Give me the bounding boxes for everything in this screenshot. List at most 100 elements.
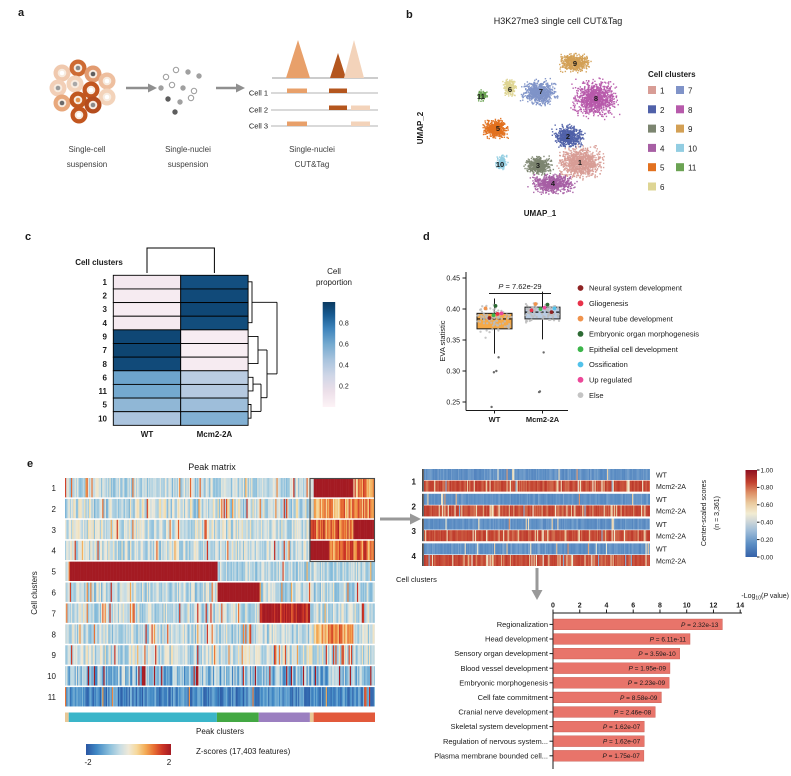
svg-text:3: 3 [52, 526, 57, 535]
svg-text:Blood vessel development: Blood vessel development [460, 664, 548, 673]
svg-text:Gliogenesis: Gliogenesis [589, 299, 628, 308]
umap-title: H3K27me3 single cell CUT&Tag [494, 16, 623, 26]
row-dendrogram [248, 281, 278, 419]
svg-text:4: 4 [412, 552, 417, 561]
svg-text:10: 10 [688, 144, 697, 153]
svg-text:10: 10 [47, 672, 56, 681]
svg-text:Cell 3: Cell 3 [249, 122, 268, 131]
svg-text:0.30: 0.30 [446, 369, 460, 376]
svg-text:6: 6 [660, 183, 665, 192]
svg-text:1: 1 [412, 478, 417, 487]
panel-c-graphics: 1 2 3 4 9 7 8 6 11 5 10 WT Mcm2-2A 0.8 0.6 0.4 0.2 [98, 274, 349, 439]
svg-text:Plasma membrane bounded cell..: Plasma membrane bounded cell... [434, 751, 548, 760]
svg-text:10: 10 [496, 160, 504, 169]
svg-text:3: 3 [103, 305, 108, 314]
panel-a: Cell 1 Cell 2 Cell 3 Single-cell suspension S… [49, 40, 378, 169]
right-cell-clusters-label: Cell clusters [396, 575, 437, 584]
svg-text:Epithelial cell development: Epithelial cell development [589, 345, 679, 354]
peak-clusters-label: Peak clusters [196, 727, 244, 736]
center-scaled-title-line2: (n = 3,361) [714, 496, 721, 530]
svg-text:2: 2 [660, 106, 665, 115]
svg-text:WT: WT [656, 522, 668, 529]
svg-text:0.6: 0.6 [339, 342, 349, 349]
svg-text:6: 6 [103, 373, 108, 382]
svg-text:Regionalization: Regionalization [497, 620, 548, 629]
svg-text:11: 11 [688, 164, 697, 173]
svg-text:0.35: 0.35 [446, 338, 460, 345]
peak-matrix-title: Peak matrix [188, 462, 236, 472]
svg-text:P = 2.23e-09: P = 2.23e-09 [628, 680, 666, 687]
svg-text:P = 8.58e-09: P = 8.58e-09 [620, 695, 658, 702]
svg-text:5: 5 [103, 401, 108, 410]
panel-e-graphics: 12345678910111WTMcm2-2A2WTMcm2-2A3WTMcm2… [47, 467, 774, 755]
panel-b: H3K27me3 single cell CUT&Tag UMAP_1 UMAP… [416, 16, 697, 218]
selection-rect [309, 477, 376, 563]
svg-text:P = 1.75e-07: P = 1.75e-07 [602, 753, 640, 760]
svg-text:Sensory organ development: Sensory organ development [454, 649, 549, 658]
svg-text:Cell 1: Cell 1 [249, 89, 268, 98]
svg-text:Cell 2: Cell 2 [249, 106, 268, 115]
svg-text:Regulation of nervous system..: Regulation of nervous system... [443, 737, 548, 746]
svg-text:Mcm2-2A: Mcm2-2A [526, 415, 560, 424]
go-graphics: -Log10(P value) 0 2 4 6 8 10 12 14 Regionalizatio… [434, 593, 789, 762]
svg-text:7: 7 [688, 87, 693, 96]
svg-text:0.8: 0.8 [339, 321, 349, 328]
svg-text:0.60: 0.60 [761, 502, 774, 509]
svg-text:P = 1.62e-07: P = 1.62e-07 [603, 724, 641, 731]
peak-matrix-canvas [65, 478, 375, 708]
svg-text:suspension: suspension [168, 160, 208, 169]
svg-text:10: 10 [683, 603, 691, 610]
svg-text:Embryonic organ morphogenesis: Embryonic organ morphogenesis [589, 330, 699, 339]
column-dendrogram [146, 247, 215, 273]
svg-text:WT: WT [656, 472, 668, 479]
svg-text:10: 10 [98, 414, 107, 423]
svg-text:1: 1 [660, 87, 665, 96]
svg-text:WT: WT [141, 430, 154, 439]
go-bar-chart: -Log10(P value) 0 2 4 6 8 10 12 14 Regionalizatio… [434, 593, 789, 769]
svg-text:Embryonic morphogenesis: Embryonic morphogenesis [459, 678, 548, 687]
svg-text:Else: Else [589, 391, 604, 400]
arrow-right-head [410, 513, 421, 525]
svg-text:suspension: suspension [67, 160, 107, 169]
svg-text:9: 9 [103, 332, 108, 341]
panel-b-label: b [406, 9, 413, 21]
svg-text:4: 4 [551, 179, 556, 188]
svg-text:7: 7 [103, 346, 108, 355]
svg-text:4: 4 [660, 144, 665, 153]
svg-text:5: 5 [52, 568, 57, 577]
panel-e: Peak matrix Cell clusters Peak clusters … [30, 462, 774, 767]
svg-text:P = 1.95e-09: P = 1.95e-09 [629, 666, 667, 673]
svg-text:Cell fate commitment: Cell fate commitment [478, 693, 549, 702]
svg-text:P = 3.59e-10: P = 3.59e-10 [638, 651, 676, 658]
svg-text:0.40: 0.40 [761, 520, 774, 527]
svg-text:1: 1 [52, 484, 57, 493]
svg-text:Single-cell: Single-cell [69, 145, 106, 154]
svg-text:5: 5 [496, 124, 500, 133]
svg-text:7: 7 [539, 87, 543, 96]
svg-text:6: 6 [52, 589, 57, 598]
panel-c: Cell clusters Cell proportion 1 2 3 4 9 7 8 6 11… [75, 247, 352, 439]
arrow-1-head [148, 83, 157, 93]
panel-d-label: d [423, 231, 430, 243]
svg-text:3: 3 [660, 125, 665, 134]
svg-text:5: 5 [660, 164, 665, 173]
zscore-label: Z-scores (17,403 features) [196, 747, 291, 756]
arrow-down-head [531, 590, 543, 600]
svg-text:8: 8 [52, 630, 57, 639]
svg-text:2: 2 [412, 502, 417, 511]
svg-text:P = 7.62e-29: P = 7.62e-29 [498, 282, 541, 291]
umap-xlabel: UMAP_1 [524, 209, 557, 218]
svg-text:9: 9 [52, 651, 57, 660]
svg-text:Cranial nerve development: Cranial nerve development [458, 708, 549, 717]
svg-text:4: 4 [605, 603, 609, 610]
svg-text:11: 11 [477, 92, 485, 101]
center-scaled-title-line1: Center-scaled scores [701, 479, 708, 546]
svg-text:14: 14 [736, 603, 744, 610]
svg-text:2: 2 [52, 505, 57, 514]
svg-text:WT: WT [656, 497, 668, 504]
umap-ylabel: UMAP_2 [416, 111, 425, 144]
svg-text:4: 4 [103, 319, 108, 328]
